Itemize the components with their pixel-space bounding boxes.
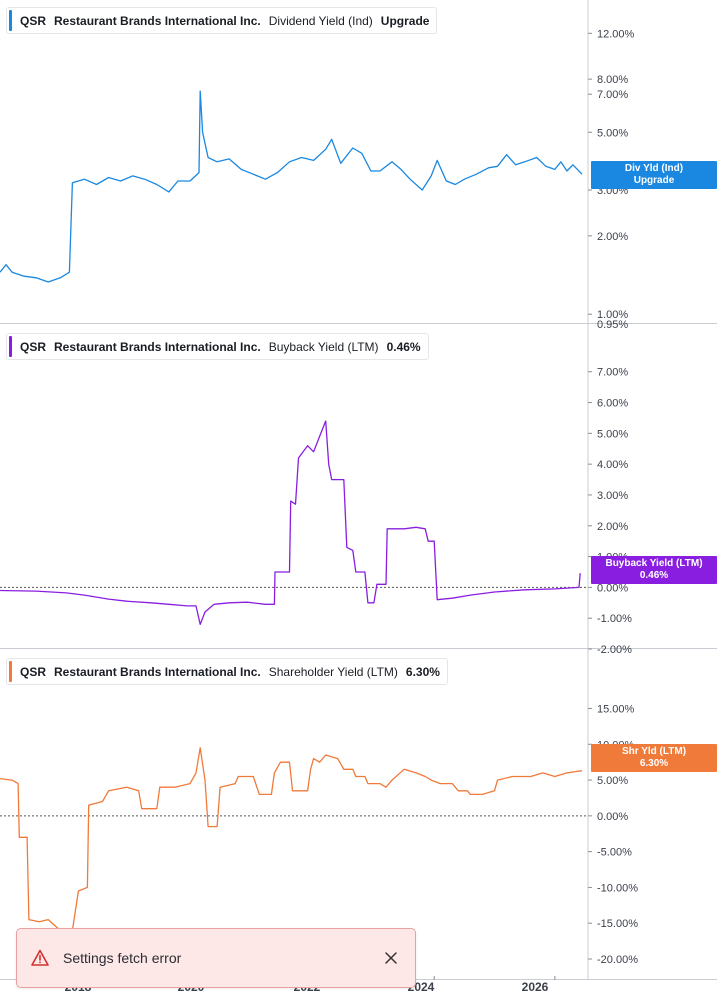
y-tick-label: 5.00%: [597, 127, 628, 139]
dividend-yield-flag: Div Yld (Ind) Upgrade: [591, 161, 717, 189]
y-tick-label: -5.00%: [597, 847, 632, 859]
series-color-swatch: [9, 336, 12, 357]
series-color-swatch: [9, 661, 12, 682]
legend-metric: Shareholder Yield (LTM): [268, 664, 398, 679]
y-tick-label: -2.00%: [597, 644, 632, 656]
y-tick-label: 5.00%: [597, 428, 628, 440]
flag-value: Upgrade: [633, 175, 675, 186]
legend-value: 0.46%: [386, 339, 421, 354]
dividend-yield-panel: QSR Restaurant Brands International Inc.…: [0, 0, 717, 324]
y-tick-label: 7.00%: [597, 89, 628, 101]
dividend-yield-chart: 12.00%8.00%7.00%5.00%3.00%2.00%1.00%: [0, 0, 717, 324]
toast-message: Settings fetch error: [63, 950, 182, 966]
y-tick-label: 1.00%: [597, 309, 628, 321]
y-tick-label: -10.00%: [597, 882, 638, 894]
legend-value[interactable]: Upgrade: [380, 13, 430, 28]
legend-metric: Buyback Yield (LTM): [268, 339, 379, 354]
legend-value: 6.30%: [405, 664, 440, 679]
flag-value: 6.30%: [639, 758, 669, 769]
y-tick-label: 12.00%: [597, 28, 635, 40]
series-color-swatch: [9, 10, 12, 31]
legend-company: Restaurant Brands International Inc.: [54, 664, 261, 679]
flag-label: Div Yld (Ind): [624, 163, 684, 174]
y-tick-label: 7.00%: [597, 367, 628, 379]
shareholder-yield-legend[interactable]: QSR Restaurant Brands International Inc.…: [6, 658, 448, 685]
y-tick-label: 0.95%: [597, 319, 628, 331]
flag-label: Buyback Yield (LTM): [605, 558, 703, 569]
y-tick-label: 3.00%: [597, 490, 628, 502]
legend-ticker: QSR: [20, 13, 47, 28]
y-tick-label: 2.00%: [597, 521, 628, 533]
series-line: [0, 747, 583, 949]
series-line: [0, 420, 581, 626]
buyback-yield-panel: QSR Restaurant Brands International Inc.…: [0, 319, 717, 656]
y-tick-label: 4.00%: [597, 459, 628, 471]
flag-label: Shr Yld (LTM): [621, 746, 687, 757]
y-tick-label: 5.00%: [597, 775, 628, 787]
y-tick-label: -20.00%: [597, 954, 638, 966]
legend-ticker: QSR: [20, 339, 47, 354]
legend-ticker: QSR: [20, 664, 47, 679]
y-tick-label: -1.00%: [597, 613, 632, 625]
y-tick-label: 8.00%: [597, 74, 628, 86]
y-tick-label: 0.00%: [597, 582, 628, 594]
y-tick-label: 0.00%: [597, 811, 628, 823]
error-toast: Settings fetch error: [16, 928, 416, 988]
y-tick-label: 6.00%: [597, 398, 628, 410]
buyback-yield-flag: Buyback Yield (LTM) 0.46%: [591, 556, 717, 584]
flag-value: 0.46%: [639, 570, 669, 581]
legend-company: Restaurant Brands International Inc.: [54, 339, 261, 354]
dividend-yield-legend[interactable]: QSR Restaurant Brands International Inc.…: [6, 7, 438, 34]
series-line: [0, 90, 583, 283]
x-tick-label: 2026: [521, 980, 549, 994]
y-tick-label: -15.00%: [597, 918, 638, 930]
warning-icon: [31, 949, 49, 966]
y-tick-label: 2.00%: [597, 231, 628, 243]
legend-company: Restaurant Brands International Inc.: [54, 13, 261, 28]
close-icon[interactable]: [383, 950, 399, 966]
buyback-yield-legend[interactable]: QSR Restaurant Brands International Inc.…: [6, 333, 429, 360]
shareholder-yield-flag: Shr Yld (LTM) 6.30%: [591, 744, 717, 772]
y-tick-label: 15.00%: [597, 703, 635, 715]
legend-metric: Dividend Yield (Ind): [268, 13, 373, 28]
buyback-yield-chart: 7.00%6.00%5.00%4.00%3.00%2.00%1.00%0.00%…: [0, 319, 717, 656]
